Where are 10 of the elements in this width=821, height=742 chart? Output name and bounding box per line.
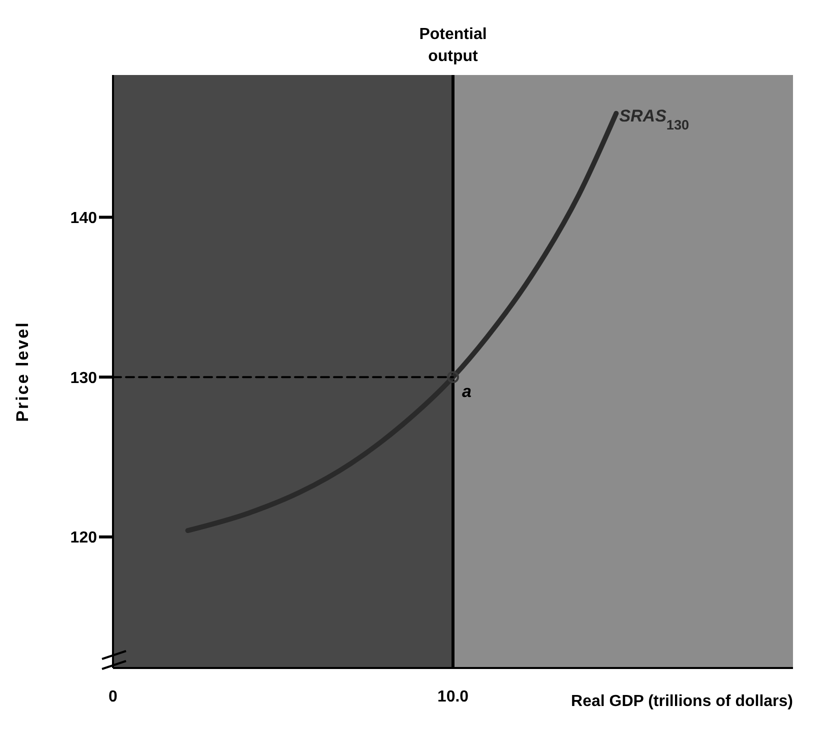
y-tick-label: 140 [70, 210, 98, 227]
x-axis-title: Real GDP (trillions of dollars) [571, 693, 793, 710]
y-tick-label: 130 [70, 370, 98, 387]
series-label: SRAS$_{130}$ [619, 106, 690, 132]
annotation: a [462, 382, 472, 402]
x-tick-label: 0 [108, 688, 118, 706]
y-tick-label: 120 [70, 530, 98, 547]
ref-line-label: Potential output [419, 26, 487, 65]
x-tick-label: 10.0 [437, 688, 469, 706]
y-axis-title: Price level [12, 321, 32, 422]
